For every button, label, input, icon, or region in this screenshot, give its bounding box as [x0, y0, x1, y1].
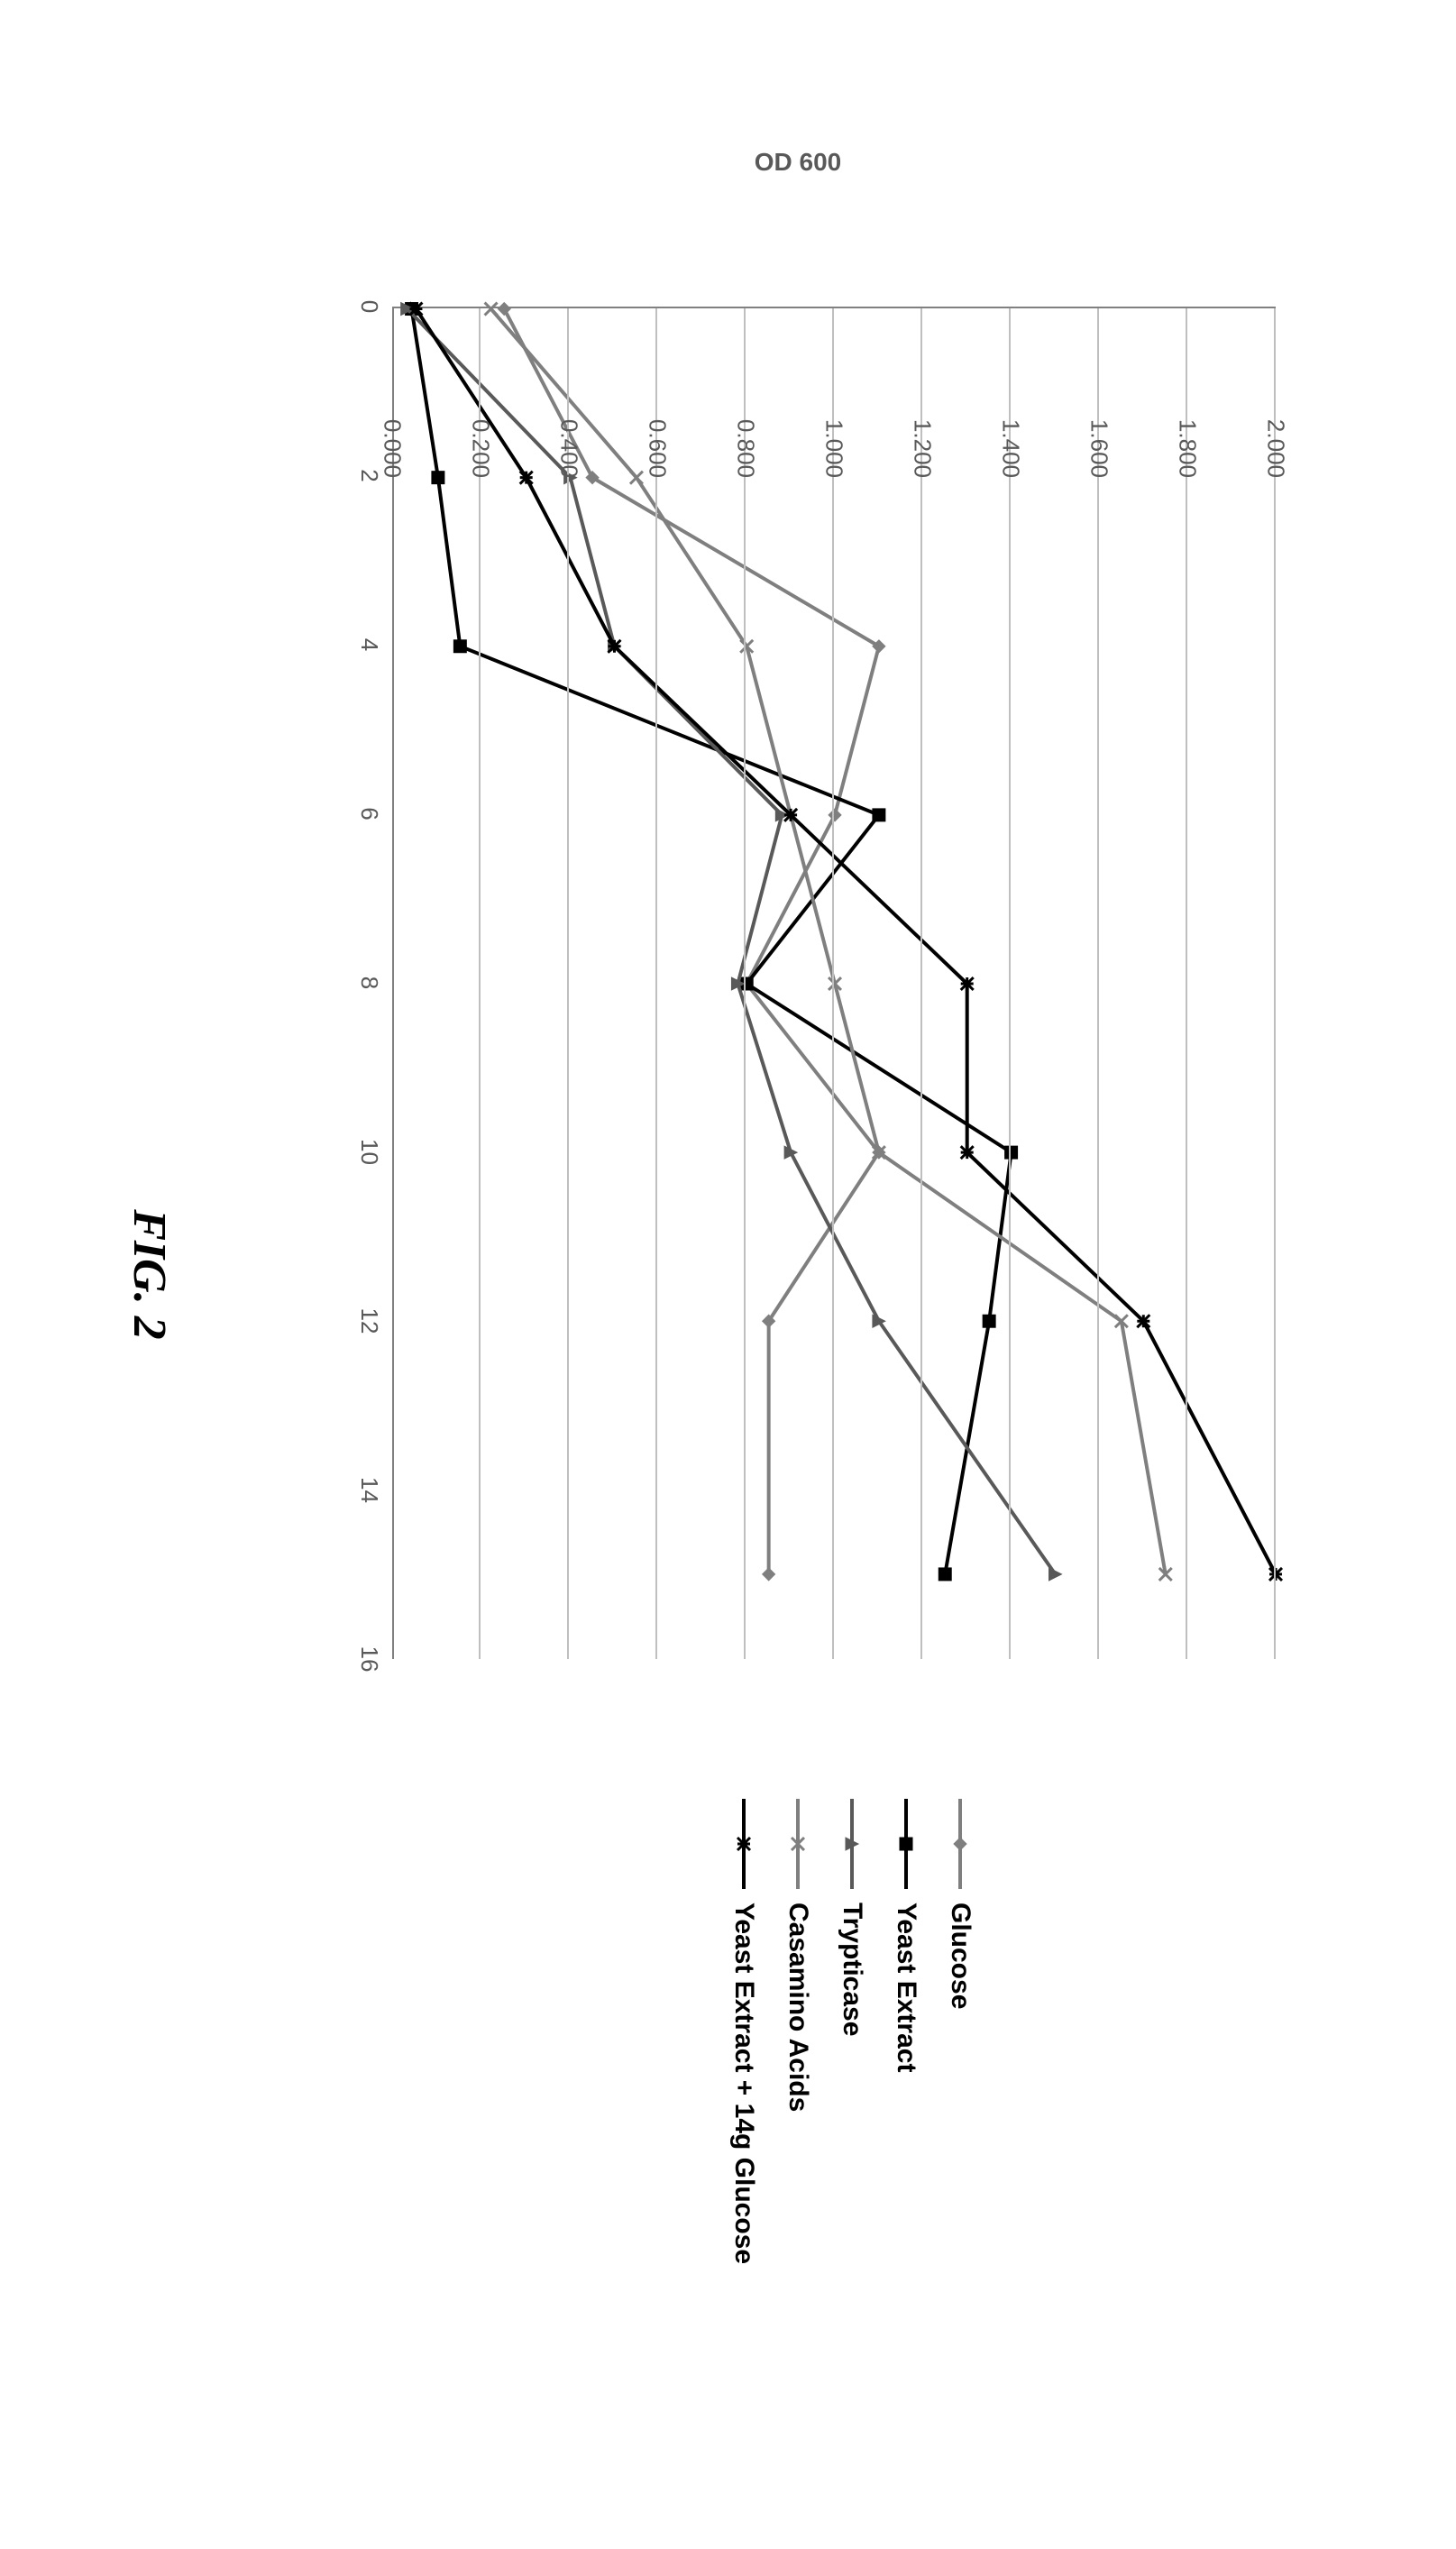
- y-tick-label: 1.000: [820, 388, 848, 478]
- x-tick-label: 8: [355, 956, 383, 1010]
- legend-item: Glucose: [933, 1794, 987, 2425]
- y-tick-label: 1.200: [909, 388, 937, 478]
- legend: Glucose Yeast Extract Trypticase Casamino A…: [717, 1794, 987, 2425]
- legend-label: Yeast Extract: [891, 1903, 921, 2072]
- legend-item: Yeast Extract + 14g Glucose: [717, 1794, 771, 2425]
- x-tick-label: 10: [355, 1125, 383, 1179]
- y-tick-label: 0.200: [467, 388, 495, 478]
- y-tick-label: 1.800: [1174, 388, 1202, 478]
- y-tick-label: 1.600: [1085, 388, 1113, 478]
- plot-area: [392, 307, 1276, 1659]
- x-tick-label: 6: [355, 787, 383, 841]
- legend-item: Casamino Acids: [771, 1794, 825, 2425]
- x-tick-label: 0: [355, 280, 383, 334]
- legend-item: Trypticase: [825, 1794, 879, 2425]
- chart-svg: [394, 308, 1276, 1659]
- legend-item: Yeast Extract: [879, 1794, 933, 2425]
- x-tick-label: 14: [355, 1463, 383, 1517]
- legend-label: Casamino Acids: [783, 1903, 813, 2112]
- x-tick-label: 12: [355, 1294, 383, 1348]
- x-tick-label: 4: [355, 618, 383, 672]
- y-tick-label: 0.800: [732, 388, 760, 478]
- x-tick-label: 16: [355, 1632, 383, 1686]
- y-tick-label: 0.400: [555, 388, 583, 478]
- y-tick-label: 0.600: [644, 388, 672, 478]
- x-tick-label: 2: [355, 449, 383, 503]
- legend-label: Yeast Extract + 14g Glucose: [728, 1903, 759, 2264]
- y-tick-label: 2.000: [1262, 388, 1290, 478]
- y-tick-label: 1.400: [997, 388, 1025, 478]
- legend-label: Trypticase: [837, 1903, 867, 2036]
- legend-label: Glucose: [945, 1903, 975, 2009]
- chart-container: OD 600 0.0000.2000.4000.6000.8001.0001.2…: [302, 198, 1294, 1731]
- figure-caption: FIG. 2: [123, 0, 176, 2549]
- y-axis-label: OD 600: [755, 148, 842, 177]
